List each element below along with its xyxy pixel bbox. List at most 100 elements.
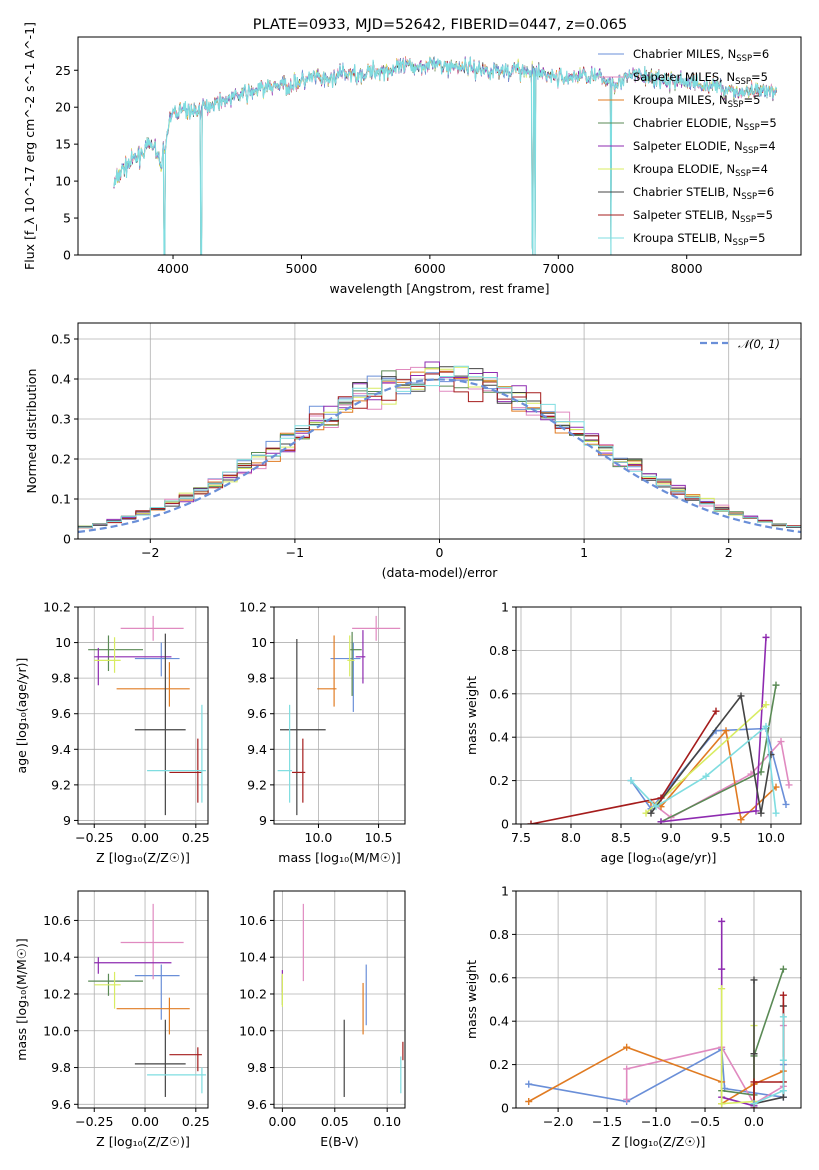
panel-mass-vs-ebv: 0.00 0.05 0.10 9.6 9.8 10.0 10.2 10.4 10.6 E(B-V) [239,890,406,1149]
x-tick-label: −0.25 [75,830,113,845]
errorbar-point [147,704,206,803]
legend-nssp: 5 [766,208,773,222]
weight-marker [772,681,780,689]
x-tick-label: −1.5 [592,1114,622,1129]
y-tick-label: 10.6 [239,913,267,928]
errorbar-point [116,662,190,707]
weight-marker [702,772,710,780]
legend-entry: Chabrier MILES, NSSP=6 [633,47,769,64]
panels: 4000 5000 6000 7000 80000510152025wavelength… [14,22,802,1149]
panel-weight-vs-age: 7.5 8.0 8.5 9.0 9.5 10.0 0 0.2 0.4 0.6 0.8 1 age [lo… [464,600,802,865]
weight-marker [718,1100,726,1108]
weight-marker [623,1065,631,1073]
y-tick-label: 9.4 [51,742,71,757]
legend-entry: Kroupa ELODIE, NSSP=4 [633,162,768,179]
legend-entry: Kroupa MILES, NSSP=5 [633,93,760,110]
legend-eq: = [751,162,761,176]
plot-area [281,903,404,1097]
y-axis-label: Normed distribution [24,369,39,494]
x-tick-label: 0.25 [182,1114,210,1129]
legend-sep: , N [728,116,744,130]
y-tick-label: 9.6 [247,1097,267,1112]
errorbar-point [317,635,337,707]
legend-sep: , N [712,93,728,107]
spectrum-line-kroupa-stelib [113,56,778,255]
y-tick-label: 9.8 [247,671,267,686]
y-tick-label: 10.0 [43,1023,71,1038]
panel-weight-vs-Z: −2.0 −1.5 −1.0 −0.5 0.0 0 0.2 0.4 0.6 0.8 1 Z [log₁… [464,884,802,1149]
x-tick-label: 10.5 [365,830,393,845]
y-tick-label: 10 [251,635,267,650]
legend-nssp: 4 [768,139,775,153]
legend-entry: Chabrier STELIB, NSSP=6 [633,185,774,202]
legend-label: Kroupa ELODIE [633,162,719,176]
errorbar-point [169,1047,202,1072]
legend-nssp: 4 [761,162,768,176]
x-tick-label: 7.5 [511,830,531,845]
legend-entry: Kroupa STELIB, NSSP=5 [633,231,765,248]
weight-marker [525,1097,533,1105]
errorbar-point [134,1019,186,1097]
y-tick-label: 0.3 [51,412,71,427]
y-tick-label: 0 [501,1101,509,1116]
errorbar-point [330,642,361,712]
x-tick-label: 0.05 [321,1114,349,1129]
weight-marker [718,965,726,973]
legend-subscript: SSP [728,100,744,110]
spectrum-line-chabrier-stelib [113,57,777,255]
legend-label: Salpeter ELODIE [633,139,727,153]
errorbar-point [355,630,366,684]
weight-marker [712,707,720,715]
y-tick-label: 9.6 [51,1097,71,1112]
plot-area [88,903,206,1097]
x-tick-label: 5000 [286,261,318,276]
legend-label: Chabrier ELODIE [633,116,728,130]
x-tick-label: 10.0 [305,830,333,845]
weight-marker [657,794,665,802]
normal-distribution-curve [78,378,801,534]
y-axis-label: mass weight [464,960,479,1039]
legend-nssp: 6 [767,185,774,199]
plot-area [527,633,793,824]
errorbar-point [349,631,362,696]
weight-marker [762,633,770,641]
x-tick-label: 6000 [414,261,446,276]
axes-frame [273,606,406,825]
axes-frame [515,890,802,1109]
weight-line-kroupa-stelib [753,1016,785,1105]
axes-frame [515,606,802,825]
y-tick-label: 10.6 [43,913,71,928]
x-tick-label: 9.0 [661,830,681,845]
y-tick-label: 5 [63,211,71,226]
y-tick-label: 9.8 [247,1060,267,1075]
errorbar-point [352,615,401,641]
weight-marker [779,1087,787,1095]
legend-nssp: 5 [769,116,776,130]
plot-area [525,917,787,1108]
weight-marker [762,722,770,730]
legend-eq: = [759,139,769,153]
legend-subscript: SSP [740,215,756,225]
weight-marker [779,1013,787,1021]
x-tick-label: 2 [725,545,733,560]
x-tick-label: −1 [286,545,304,560]
y-tick-label: 10.2 [239,986,267,1001]
legend-eq: = [748,231,758,245]
errorbar-point [292,738,306,803]
weight-marker [750,1100,758,1108]
legend-entry: Salpeter STELIB, NSSP=5 [633,208,773,225]
weight-marker [718,985,726,993]
legend-eq: = [757,185,767,199]
legend-label: Kroupa STELIB [633,231,717,245]
x-tick-label: 0.0 [744,1114,764,1129]
weight-marker [525,1080,533,1088]
weight-marker [750,1078,758,1086]
legend-label: Chabrier MILES [633,47,720,61]
y-tick-label: 1 [501,884,509,899]
legend-label: Kroupa MILES [633,93,712,107]
weight-marker [785,781,793,789]
plot-area [277,615,401,816]
legend-subscript: SSP [743,146,759,156]
y-tick-label: 0.4 [489,1014,509,1029]
y-tick-label: 9.8 [51,1060,71,1075]
